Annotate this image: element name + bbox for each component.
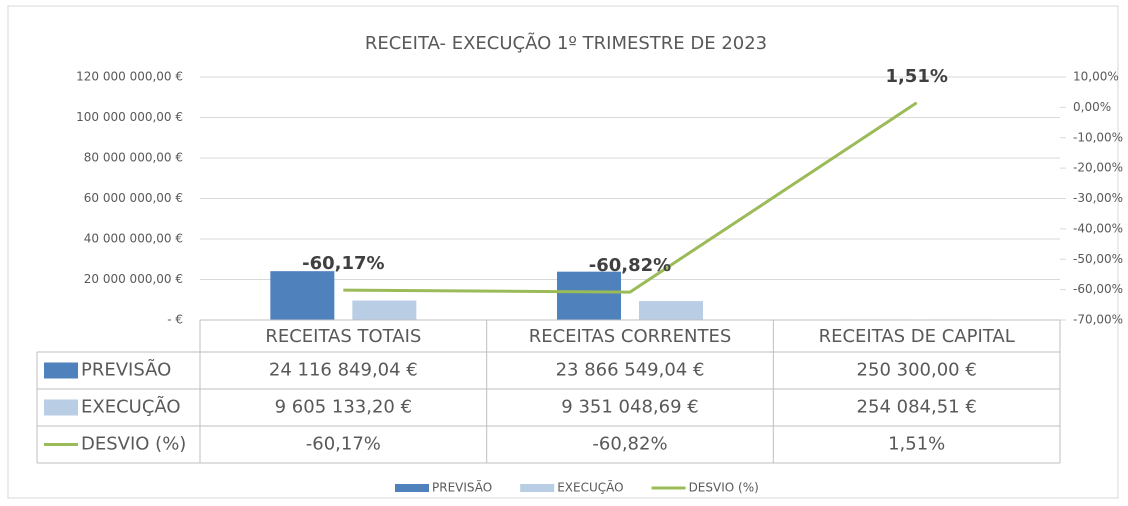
legend-key [395, 484, 429, 492]
table-cell: 9 351 048,69 € [561, 397, 698, 418]
table-series-name: EXECUÇÃO [81, 396, 181, 418]
bar [639, 301, 703, 320]
table-cell: -60,17% [306, 434, 381, 455]
y2-tick-label: -60,00% [1073, 282, 1123, 296]
legend-key [520, 484, 555, 492]
y2-tick-label: 10,00% [1073, 70, 1119, 84]
y-tick-label: 40 000 000,00 € [84, 232, 183, 246]
bar [557, 271, 621, 320]
y-tick-label: - € [167, 313, 183, 327]
x-tick-label: RECEITAS CORRENTES [529, 326, 732, 347]
table-series-name: DESVIO (%) [81, 434, 186, 455]
table-series-name: PREVISÃO [81, 359, 171, 381]
y-tick-label: 100 000 000,00 € [76, 110, 183, 124]
table-legend-key [44, 399, 78, 416]
chart-frame [7, 5, 1119, 499]
legend-label: EXECUÇÃO [557, 480, 623, 495]
data-label: -60,17% [302, 253, 384, 274]
table-cell: 254 084,51 € [857, 397, 977, 418]
y-tick-label: 120 000 000,00 € [76, 70, 183, 84]
y-tick-label: 60 000 000,00 € [84, 191, 183, 205]
table-cell: 9 605 133,20 € [275, 397, 412, 418]
table-cell: -60,82% [592, 434, 667, 455]
bar [352, 300, 417, 320]
y2-tick-label: -20,00% [1073, 161, 1123, 175]
x-tick-label: RECEITAS TOTAIS [265, 326, 421, 347]
y2-tick-label: -70,00% [1073, 313, 1123, 327]
y2-tick-label: -10,00% [1073, 130, 1123, 144]
data-label: -60,82% [589, 255, 671, 276]
legend-label: DESVIO (%) [689, 481, 759, 495]
table-cell: 1,51% [888, 434, 945, 455]
table-cell: 23 866 549,04 € [556, 360, 705, 381]
y-tick-label: 20 000 000,00 € [84, 272, 183, 286]
y2-tick-label: 0,00% [1073, 100, 1111, 114]
chart-title: RECEITA- EXECUÇÃO 1º TRIMESTRE DE 2023 [365, 32, 767, 54]
table-legend-key [44, 362, 78, 379]
table-cell: 24 116 849,04 € [269, 360, 418, 381]
y2-tick-label: -50,00% [1073, 252, 1123, 266]
bar [270, 271, 335, 320]
y-tick-label: 80 000 000,00 € [84, 151, 183, 165]
data-label: 1,51% [885, 66, 947, 87]
line-series [343, 101, 918, 294]
table-cell: 250 300,00 € [857, 360, 977, 381]
legend-label: PREVISÃO [432, 480, 492, 495]
y2-tick-label: -30,00% [1073, 191, 1123, 205]
x-tick-label: RECEITAS DE CAPITAL [819, 326, 1015, 347]
y2-tick-label: -40,00% [1073, 221, 1123, 235]
